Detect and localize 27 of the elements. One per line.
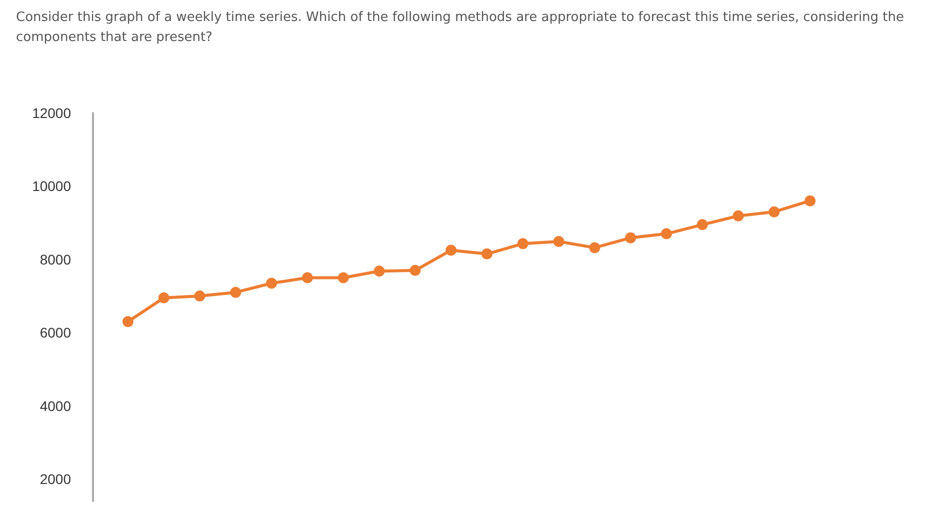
point [625, 232, 636, 244]
point [481, 248, 492, 260]
chart-title: Consider this graph of a weekly time series. Which of the following methods are appropriate to forecast this time series, considering the components that are present? [16, 9, 906, 47]
point [732, 210, 744, 222]
point [158, 292, 170, 304]
point [553, 236, 564, 247]
point [122, 316, 134, 328]
point [446, 244, 457, 256]
y-tick-label: 2000 [40, 471, 72, 488]
point [589, 242, 600, 254]
y-tick-label: 8000 [40, 251, 72, 268]
y-tick-label: 6000 [40, 324, 72, 341]
y-tick-label: 12000 [32, 105, 72, 121]
point [302, 272, 313, 284]
point [768, 206, 780, 218]
point [230, 286, 242, 298]
point [338, 272, 349, 284]
point [804, 195, 816, 206]
point [374, 266, 385, 277]
y-tick-label: 10000 [32, 178, 72, 194]
point [696, 219, 708, 230]
point [266, 278, 278, 289]
point [517, 238, 528, 250]
point [660, 228, 672, 240]
point [410, 264, 421, 276]
point [194, 290, 206, 302]
y-tick-label: 4000 [40, 398, 72, 414]
